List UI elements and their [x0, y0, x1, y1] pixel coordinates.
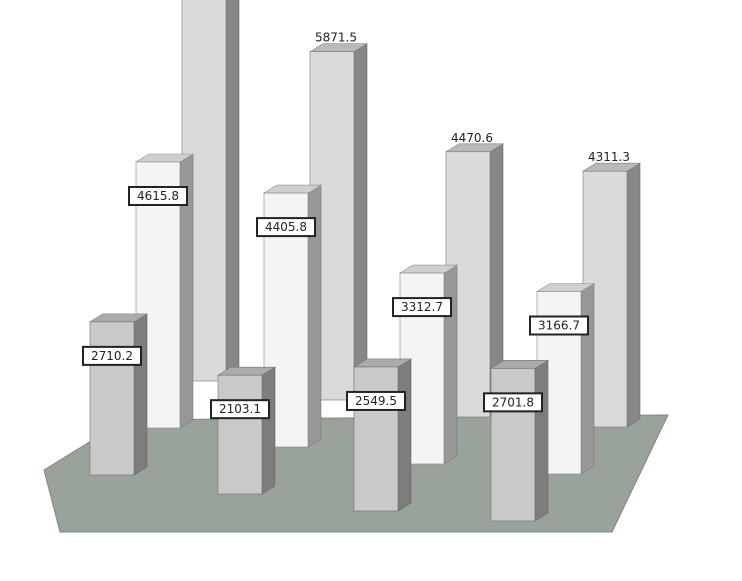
bar-1-1 — [88, 313, 149, 476]
bar-front — [353, 366, 399, 512]
data-label: 4615.8 — [137, 189, 179, 203]
data-label-box — [82, 345, 142, 366]
bar-side — [133, 313, 148, 476]
bar-side — [353, 43, 368, 401]
data-label-box — [210, 399, 270, 420]
bar-front — [135, 161, 181, 429]
data-label: 4470.6 — [451, 131, 493, 145]
bar-2-1 — [134, 153, 195, 429]
data-label-box — [529, 315, 589, 336]
data-label: 4311.3 — [588, 150, 630, 164]
data-label-box — [256, 217, 316, 238]
bar-front — [89, 321, 135, 476]
bar-side — [225, 0, 240, 382]
data-label: 3312.7 — [401, 300, 443, 314]
bar-1-2 — [216, 366, 277, 495]
data-label: 3166.7 — [538, 319, 580, 333]
data-label-box — [483, 392, 543, 413]
bar-side — [580, 282, 595, 475]
data-label-box — [346, 390, 406, 411]
bar-front — [490, 368, 536, 522]
bar-front — [217, 374, 263, 495]
bar-side — [261, 366, 276, 495]
bar-side — [443, 264, 458, 465]
data-label: 2549.5 — [355, 394, 397, 408]
data-label: 2103.1 — [219, 402, 261, 416]
data-label: 2701.8 — [492, 395, 534, 409]
data-label: 2710.2 — [91, 349, 133, 363]
bar-side — [534, 359, 549, 522]
data-label-box — [392, 297, 452, 318]
data-label: 5871.5 — [315, 31, 357, 45]
data-label-box — [128, 185, 188, 206]
bar-side — [626, 162, 641, 428]
data-label: 4405.8 — [265, 220, 307, 234]
bar-side — [397, 358, 412, 512]
bar-1-3 — [352, 358, 413, 512]
bar-1-4 — [489, 359, 550, 522]
